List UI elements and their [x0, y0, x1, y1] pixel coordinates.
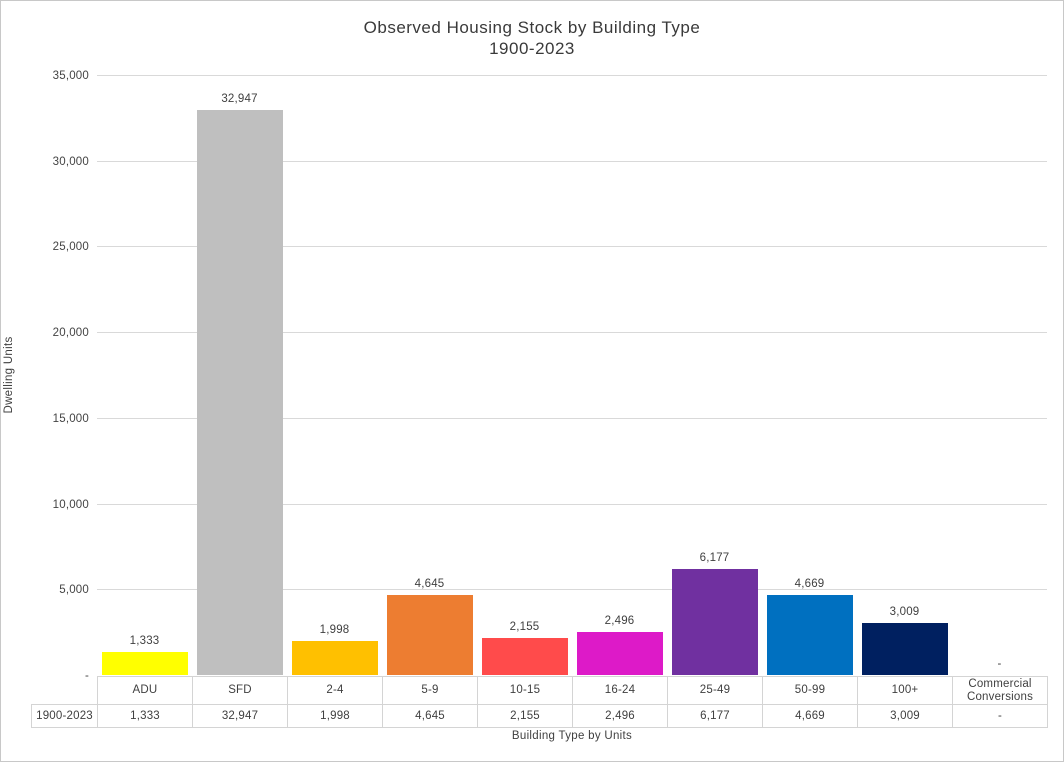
table-corner-blank: [32, 677, 98, 705]
category-header-16-24: 16-24: [572, 676, 668, 705]
y-tick-label-10000: 10,000: [52, 498, 89, 511]
value-label-16-24: 2,496: [604, 615, 635, 628]
category-header-2-4: 2-4: [287, 676, 383, 705]
value-cell-16-24: 2,496: [572, 704, 668, 728]
value-cell-2-4: 1,998: [287, 704, 383, 728]
chart-title: Observed Housing Stock by Building Type …: [1, 17, 1063, 59]
bar-sfd: [196, 110, 283, 675]
bar-25-49: [671, 569, 758, 675]
bar-50-99: [766, 595, 853, 675]
y-tick-label-5000: 5,000: [59, 584, 89, 597]
value-label-2-4: 1,998: [319, 623, 350, 636]
value-cell-5-9: 4,645: [382, 704, 478, 728]
y-tick-label-20000: 20,000: [52, 327, 89, 340]
value-label-5-9: 4,645: [414, 578, 445, 591]
y-tick-label-30000: 30,000: [52, 155, 89, 168]
bar-5-9: [386, 595, 473, 675]
category-header-100+: 100+: [857, 676, 953, 705]
gridline-25000: [97, 246, 1047, 248]
bar-2-4: [291, 641, 378, 675]
y-tick-label-15000: 15,000: [52, 412, 89, 425]
value-cell-sfd: 32,947: [192, 704, 288, 728]
gridline-10000: [97, 503, 1047, 505]
y-tick-label-25000: 25,000: [52, 241, 89, 254]
value-label-100+: 3,009: [889, 606, 920, 619]
category-header-sfd: SFD: [192, 676, 288, 705]
chart-title-line2: 1900-2023: [489, 39, 575, 58]
category-header-adu: ADU: [97, 676, 193, 705]
gridline-20000: [97, 332, 1047, 334]
gridline-15000: [97, 417, 1047, 419]
gridline-30000: [97, 160, 1047, 162]
value-label-25-49: 6,177: [699, 552, 730, 565]
plot-area: 1,333 32,947 1,998 4,645 2,155 2,496 6,177 4,66…: [97, 75, 1047, 677]
value-cell-10-15: 2,155: [477, 704, 573, 728]
bar-16-24: [576, 632, 663, 675]
category-header-10-15: 10-15: [477, 676, 573, 705]
y-tick-label-0: -: [84, 670, 89, 682]
value-cell-adu: 1,333: [97, 704, 193, 728]
series-name-cell: 1900-2023: [31, 704, 98, 728]
category-header-50-99: 50-99: [762, 676, 858, 705]
value-cell-50-99: 4,669: [762, 704, 858, 728]
value-label-50-99: 4,669: [794, 577, 825, 590]
value-label-sfd: 32,947: [221, 93, 258, 106]
bar-100+: [861, 623, 948, 675]
y-tick-label-35000: 35,000: [52, 70, 89, 82]
value-cell-commercial-conversions: -: [952, 704, 1048, 728]
y-axis-tick-labels: - 5,000 10,000 15,000 20,000 25,000 30,000 35,0…: [1, 70, 89, 682]
x-axis-title: Building Type by Units: [511, 730, 633, 742]
value-cell-100+: 3,009: [857, 704, 953, 728]
value-label-commercial-conversions: -: [997, 658, 1002, 670]
gridline-35000: [97, 75, 1047, 76]
category-header-commercial-conversions: Commercial Conversions: [952, 676, 1048, 705]
value-label-adu: 1,333: [129, 635, 160, 648]
gridline-5000: [97, 589, 1047, 591]
category-header-25-49: 25-49: [667, 676, 763, 705]
category-header-5-9: 5-9: [382, 676, 478, 705]
chart-title-line1: Observed Housing Stock by Building Type: [363, 18, 701, 37]
bar-10-15: [481, 638, 568, 675]
value-cell-25-49: 6,177: [667, 704, 763, 728]
data-table: ADU SFD 2-4 5-9 10-15 16-24 25-49 50-99 100+ Comm…: [31, 676, 1048, 728]
bar-adu: [101, 652, 188, 675]
value-label-10-15: 2,155: [509, 621, 540, 634]
